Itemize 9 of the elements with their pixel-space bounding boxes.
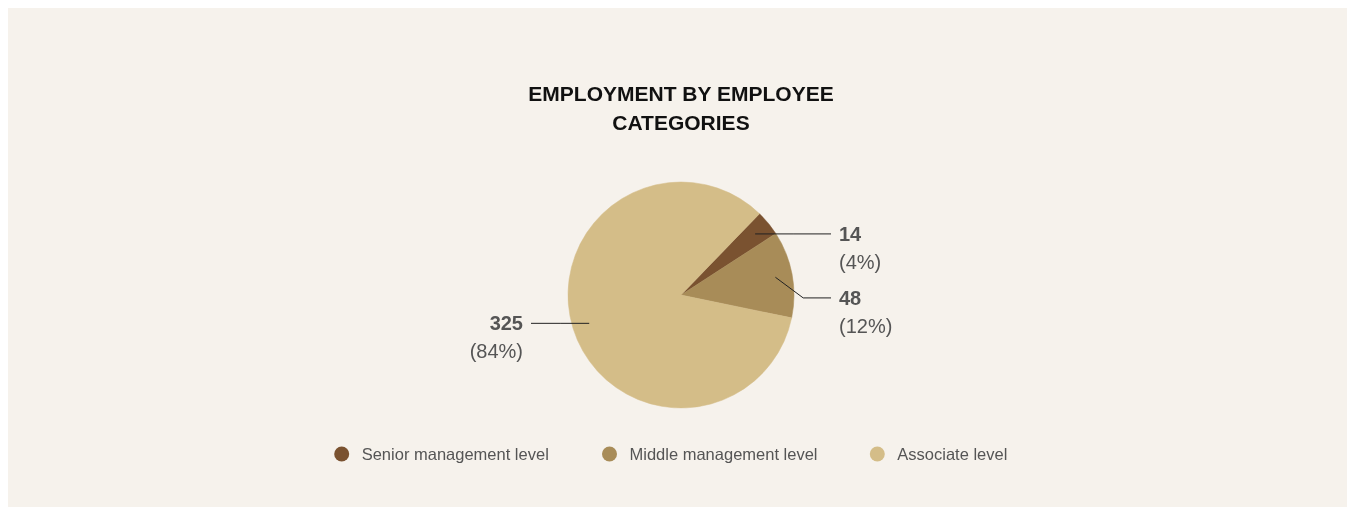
legend-label: Middle management level bbox=[629, 445, 818, 463]
data-label: 14 (4%) bbox=[839, 222, 882, 273]
data-label: 325 (84%) bbox=[469, 312, 523, 363]
legend-label: Associate level bbox=[897, 445, 1008, 463]
chart-title: EMPLOYMENT BY EMPLOYEE CATEGORIES bbox=[528, 82, 834, 134]
data-label: 48 (12%) bbox=[839, 286, 893, 337]
legend-label: Senior management level bbox=[361, 445, 549, 463]
pie-slice bbox=[567, 181, 792, 409]
pie-slice bbox=[680, 233, 795, 319]
